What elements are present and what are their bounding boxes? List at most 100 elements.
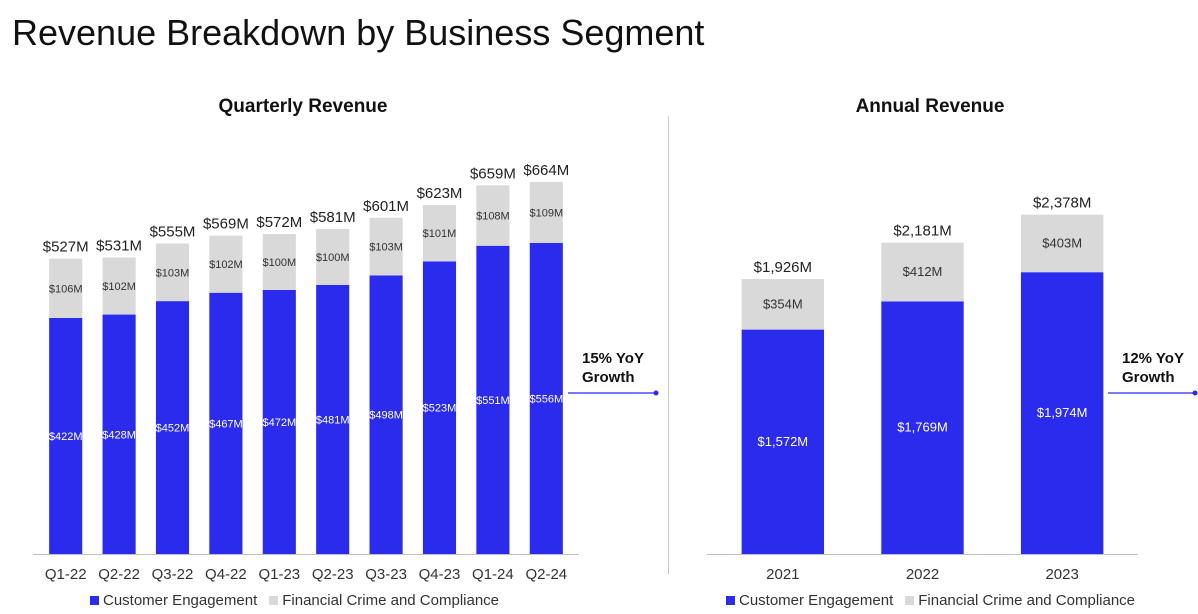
bar-customer-engagement	[881, 301, 964, 554]
total-label: $2,378M	[1033, 195, 1091, 212]
bar-customer-engagement	[316, 284, 350, 554]
data-label-customer-engagement: $428M	[102, 429, 136, 441]
x-tick-label: Q2-22	[98, 566, 140, 583]
data-label-customer-engagement: $551M	[476, 395, 510, 407]
bar-financial-crime	[102, 257, 136, 315]
x-tick-label: Q4-23	[419, 566, 461, 583]
bar-customer-engagement	[741, 329, 825, 554]
bar-financial-crime	[262, 233, 296, 290]
data-label-financial-crime: $102M	[209, 259, 243, 271]
legend-swatch-gray	[905, 596, 915, 605]
bar-financial-crime	[209, 235, 243, 293]
x-tick-label: 2022	[906, 566, 939, 583]
data-label-financial-crime: $100M	[262, 257, 296, 269]
x-tick-label: Q2-23	[312, 566, 354, 583]
data-label-financial-crime: $106M	[49, 283, 83, 295]
legend-financial-crime: Financial Crime and Compliance	[905, 592, 1135, 609]
bar-customer-engagement	[209, 292, 243, 554]
legend-swatch-blue	[90, 596, 99, 605]
bar-financial-crime	[155, 243, 190, 302]
quarterly-legend: Customer Engagement Financial Crime and …	[90, 592, 511, 609]
legend-label: Financial Crime and Compliance	[282, 592, 500, 609]
total-label: $581M	[310, 209, 356, 226]
data-label-financial-crime: $354M	[763, 296, 803, 311]
total-label: $664M	[523, 162, 569, 179]
legend-financial-crime: Financial Crime and Compliance	[269, 592, 499, 609]
data-label-financial-crime: $102M	[102, 281, 136, 293]
bar-financial-crime	[49, 258, 83, 318]
bar-financial-crime	[741, 279, 825, 330]
x-tick-label: 2021	[766, 566, 799, 583]
total-label: $572M	[256, 214, 302, 231]
data-label-financial-crime: $103M	[369, 242, 403, 254]
quarterly-revenue-chart: $422M $106M $527M Q1-22 $428M $102M $531M Q2-22…	[33, 162, 659, 583]
total-label: $2,181M	[893, 223, 951, 240]
legend-swatch-blue	[726, 596, 735, 605]
data-label-financial-crime: $108M	[476, 211, 510, 223]
bar-customer-engagement	[369, 275, 403, 554]
total-label: $659M	[470, 165, 516, 182]
total-label: $555M	[150, 224, 196, 241]
annual-growth-annotation: 12% YoY Growth	[1122, 349, 1198, 387]
data-label-financial-crime: $403M	[1042, 235, 1082, 250]
bar-customer-engagement	[155, 301, 190, 554]
bar-financial-crime	[476, 185, 510, 246]
data-label-customer-engagement: $523M	[423, 403, 457, 415]
bar-customer-engagement	[476, 245, 510, 554]
bar-financial-crime	[316, 228, 350, 285]
data-label-customer-engagement: $1,572M	[758, 434, 809, 449]
legend-swatch-gray	[269, 596, 279, 605]
annual-growth-line2: Growth	[1122, 369, 1175, 386]
x-tick-label: Q2-24	[525, 566, 567, 583]
bar-customer-engagement	[49, 317, 83, 554]
x-tick-label: 2023	[1045, 566, 1078, 583]
chart-divider	[668, 116, 669, 574]
legend-customer-engagement: Customer Engagement	[90, 592, 257, 609]
total-label: $531M	[96, 237, 142, 254]
bar-financial-crime	[881, 242, 964, 302]
bar-customer-engagement	[1020, 272, 1104, 554]
data-label-financial-crime: $412M	[903, 264, 943, 279]
x-tick-label: Q1-22	[45, 566, 87, 583]
x-tick-label: Q3-23	[365, 566, 407, 583]
data-label-customer-engagement: $1,974M	[1037, 405, 1088, 420]
data-label-customer-engagement: $467M	[209, 418, 243, 430]
annual-chart-title: Annual Revenue	[855, 96, 1005, 117]
total-label: $527M	[43, 239, 89, 256]
growth-arrow-dot	[653, 390, 659, 396]
legend-label: Customer Engagement	[103, 592, 258, 609]
data-label-customer-engagement: $498M	[369, 410, 403, 422]
data-label-financial-crime: $103M	[156, 267, 190, 279]
bar-financial-crime	[529, 181, 563, 243]
data-label-customer-engagement: $1,769M	[897, 420, 948, 435]
data-label-customer-engagement: $556M	[529, 393, 563, 405]
quarterly-growth-annotation: 15% YoY Growth	[582, 349, 662, 387]
data-label-financial-crime: $101M	[423, 228, 457, 240]
x-tick-label: Q1-23	[258, 566, 300, 583]
bar-customer-engagement	[102, 314, 136, 554]
data-label-customer-engagement: $481M	[316, 414, 350, 426]
bar-customer-engagement	[422, 261, 457, 554]
total-label: $623M	[417, 185, 463, 202]
annual-growth-line1: 12% YoY	[1122, 350, 1184, 367]
total-label: $601M	[363, 198, 409, 215]
quarterly-growth-line1: 15% YoY	[582, 350, 644, 367]
data-label-financial-crime: $100M	[316, 252, 350, 264]
annual-legend: Customer Engagement Financial Crime and …	[726, 592, 1147, 609]
legend-customer-engagement: Customer Engagement	[726, 592, 893, 609]
total-label: $1,926M	[754, 259, 812, 276]
data-label-customer-engagement: $452M	[156, 423, 190, 435]
legend-label: Financial Crime and Compliance	[918, 592, 1136, 609]
quarterly-chart-title: Quarterly Revenue	[218, 96, 388, 117]
growth-arrow-dot	[1192, 390, 1198, 396]
bar-financial-crime	[1020, 214, 1104, 273]
data-label-financial-crime: $109M	[529, 207, 563, 219]
data-label-customer-engagement: $472M	[262, 417, 296, 429]
annual-revenue-chart: $1,572M $354M $1,926M 2021 $1,769M $412M $2,18…	[707, 195, 1198, 583]
bar-financial-crime	[369, 217, 403, 276]
quarterly-growth-line2: Growth	[582, 369, 635, 386]
x-tick-label: Q1-24	[472, 566, 514, 583]
bar-customer-engagement	[529, 242, 563, 554]
x-tick-label: Q3-22	[152, 566, 194, 583]
total-label: $569M	[203, 216, 249, 233]
